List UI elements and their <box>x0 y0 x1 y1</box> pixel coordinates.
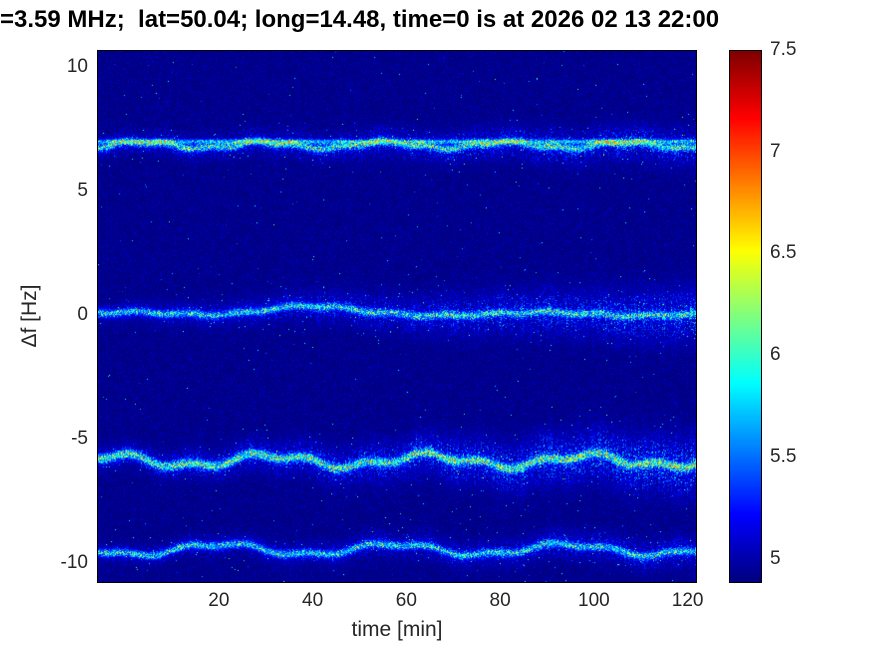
y-tick-label: -10 <box>60 552 88 574</box>
colorbar-tick-label: 5 <box>770 547 781 569</box>
x-tick-label: 80 <box>489 590 511 611</box>
x-tick-label: 20 <box>208 590 230 611</box>
x-axis-label: time [min] <box>351 618 443 641</box>
x-tick-label: 100 <box>578 590 610 611</box>
colorbar-tick-label: 7 <box>770 140 781 162</box>
y-tick-label: -5 <box>71 428 88 450</box>
x-tick-label: 120 <box>671 590 704 611</box>
figure-title: =3.59 MHz; lat=50.04; long=14.48, time=0… <box>0 6 720 33</box>
y-tick-label: 10 <box>66 56 88 78</box>
x-tick-label: 60 <box>395 590 417 611</box>
colorbar-tick-label: 5.5 <box>770 445 797 467</box>
y-tick-label: 5 <box>77 180 88 202</box>
colorbar-tick-label: 7.5 <box>770 39 797 60</box>
x-tick-label: 40 <box>302 590 324 611</box>
spectrogram-heatmap <box>97 50 697 583</box>
y-tick-label: 0 <box>77 304 88 326</box>
colorbar-tick-label: 6 <box>770 344 781 366</box>
colorbar-tick-label: 6.5 <box>770 242 797 264</box>
colorbar <box>729 50 762 583</box>
